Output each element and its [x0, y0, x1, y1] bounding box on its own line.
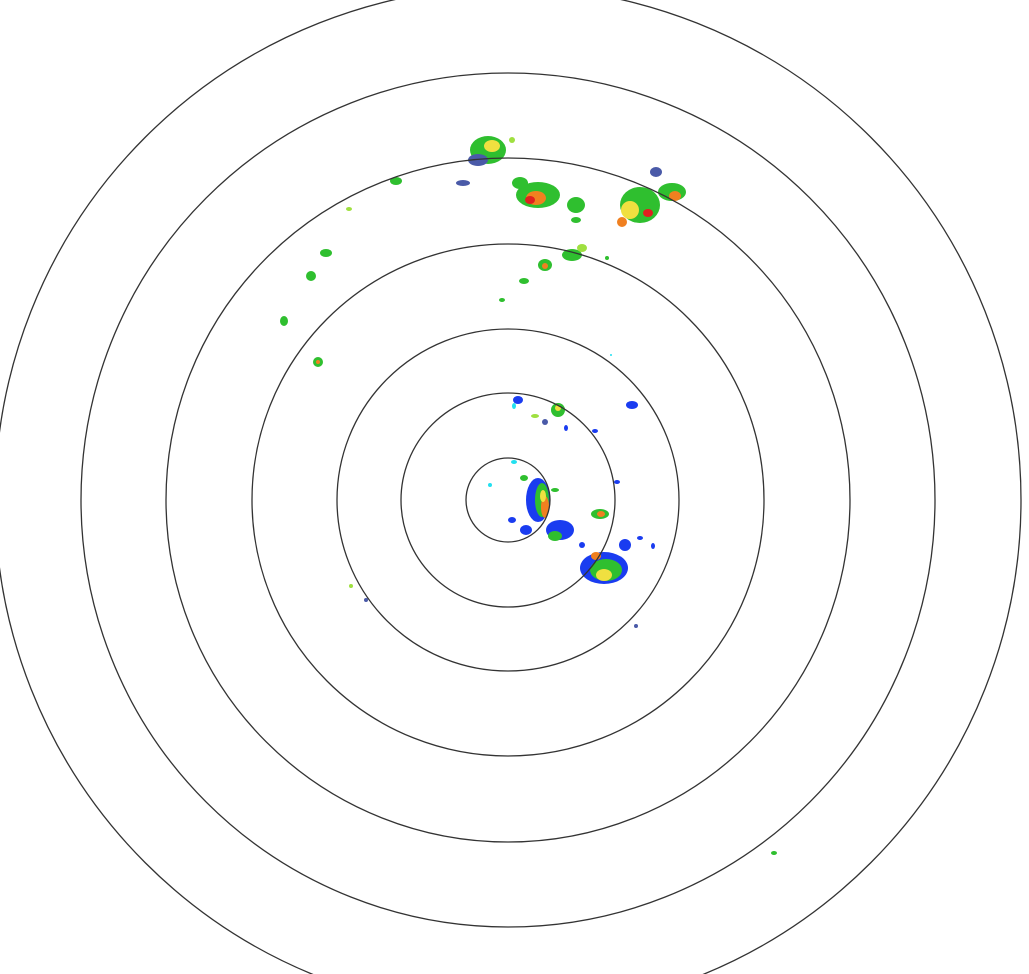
range-ring-1 — [465, 457, 551, 543]
echo-orange — [316, 360, 320, 364]
range-ring-6 — [80, 72, 936, 928]
echo-blue — [508, 517, 516, 523]
range-ring-2 — [400, 392, 616, 608]
echo-green — [771, 851, 777, 855]
echo-green — [519, 278, 529, 284]
echo-green — [280, 316, 288, 326]
echo-red — [643, 209, 653, 217]
range-ring-3 — [336, 328, 680, 672]
echo-light — [634, 624, 638, 628]
echo-yellow — [540, 490, 546, 502]
echo-orange — [597, 511, 605, 517]
echo-light — [542, 419, 548, 425]
echo-blue — [626, 401, 638, 409]
echo-green — [548, 531, 562, 541]
echo-blue — [579, 542, 585, 548]
echo-green — [605, 256, 609, 260]
echo-green — [320, 249, 332, 257]
echo-green — [306, 271, 316, 281]
echo-cyan — [511, 460, 517, 464]
echo-light-green — [577, 244, 587, 252]
echo-green — [551, 488, 559, 492]
echo-yellow — [621, 201, 639, 219]
echo-cyan — [512, 403, 516, 409]
echo-blue — [614, 480, 620, 484]
echo-blue — [520, 525, 532, 535]
echo-blue — [651, 543, 655, 549]
echo-blue — [564, 425, 568, 431]
echo-green — [567, 197, 585, 213]
echo-red — [525, 196, 535, 204]
echo-green — [512, 177, 528, 189]
echo-orange — [542, 263, 548, 269]
echo-green — [520, 475, 528, 481]
range-ring-5 — [165, 157, 851, 843]
echo-light-green — [509, 137, 515, 143]
echo-light-green — [346, 207, 352, 211]
echo-green — [562, 249, 582, 261]
echo-light-green — [349, 584, 353, 588]
precipitation-echoes — [280, 136, 777, 855]
echo-light — [650, 167, 662, 177]
echo-orange — [617, 217, 627, 227]
echo-yellow — [484, 140, 500, 152]
echo-light-green — [531, 414, 539, 418]
echo-green — [571, 217, 581, 223]
echo-yellow — [596, 569, 612, 581]
echo-green — [390, 177, 402, 185]
echo-green — [499, 298, 505, 302]
echo-blue — [619, 539, 631, 551]
echo-cyan — [610, 354, 612, 356]
echo-light — [364, 598, 368, 602]
echo-light — [456, 180, 470, 186]
echo-light — [468, 154, 488, 166]
echo-blue — [513, 396, 523, 404]
echo-blue — [637, 536, 643, 540]
range-ring-4 — [251, 243, 765, 757]
echo-cyan — [488, 483, 492, 487]
echo-orange — [669, 191, 681, 201]
echo-blue — [592, 429, 598, 433]
